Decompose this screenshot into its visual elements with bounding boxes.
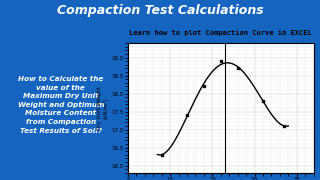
Text: How to Calculate the
value of the
Maximum Dry Unit
Weight and Optimum
Moisture C: How to Calculate the value of the Maximu… [18, 76, 104, 134]
Text: Learn how to plot Compaction Curve in EXCEL: Learn how to plot Compaction Curve in EX… [129, 29, 312, 36]
Y-axis label: Dry Unit Weight
(kN/m³): Dry Unit Weight (kN/m³) [97, 86, 109, 130]
Text: Compaction Test Calculations: Compaction Test Calculations [57, 4, 263, 17]
